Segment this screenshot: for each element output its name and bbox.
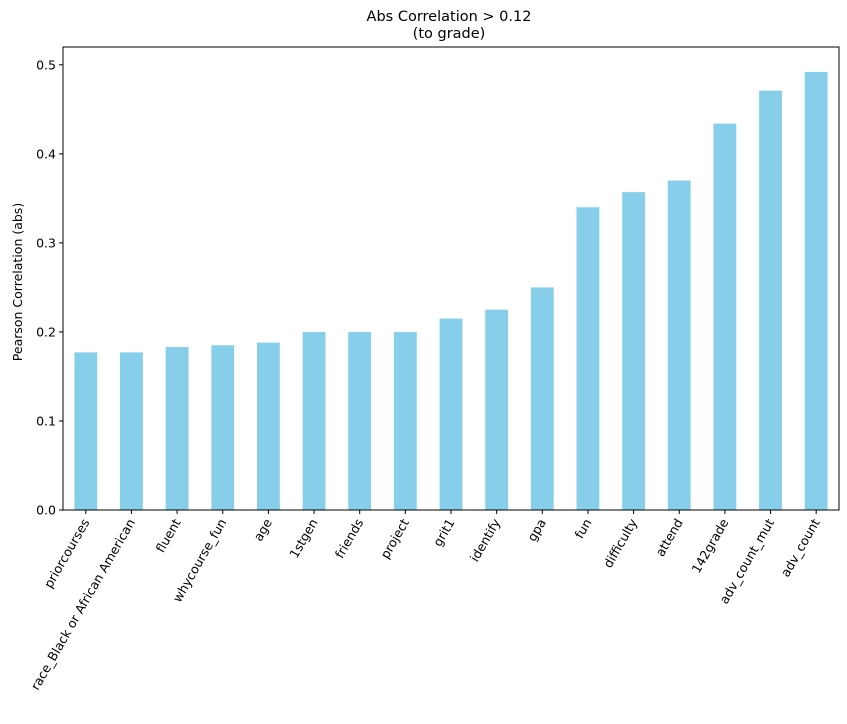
x-tick-label: project xyxy=(377,516,412,561)
bar-identify xyxy=(485,309,509,510)
bar-priorcourses xyxy=(74,352,98,510)
x-tick-label: fluent xyxy=(153,516,184,555)
y-tick-label: 0.5 xyxy=(36,57,56,72)
x-tick-label: friends xyxy=(332,516,367,561)
x-tick-label: gpa xyxy=(524,516,549,544)
y-ticks-group: 0.0 0.1 0.2 0.3 0.4 0.5 xyxy=(36,57,63,518)
bar-grit1 xyxy=(439,318,463,510)
y-tick-label: 0.2 xyxy=(36,324,56,339)
bar-adv-count-mut xyxy=(759,90,782,510)
bar-friends xyxy=(348,331,372,510)
bar-age xyxy=(257,342,280,510)
bar-fun xyxy=(576,207,600,510)
bar-project xyxy=(393,331,417,510)
x-tick-label: 1stgen xyxy=(286,516,320,561)
x-tick-label: age xyxy=(250,516,275,544)
chart-subtitle: (to grade) xyxy=(413,26,486,42)
x-tick-label: difficulty xyxy=(600,515,640,570)
x-tick-label: adv_count xyxy=(778,516,823,579)
bar-difficulty xyxy=(622,192,645,510)
y-tick-label: 0.0 xyxy=(36,503,56,518)
x-tick-label: identify xyxy=(467,515,504,564)
bar-race-black-or-african-american xyxy=(120,352,143,510)
chart-title: Abs Correlation > 0.12 xyxy=(367,9,532,25)
plot-frame xyxy=(62,46,840,511)
bar-gpa xyxy=(530,287,554,510)
bar-whycourse-fun xyxy=(211,345,235,510)
x-tick-label: 142grade xyxy=(688,516,731,576)
x-tick-label: priorcourses xyxy=(41,516,93,590)
y-axis-label: Pearson Correlation (abs) xyxy=(10,203,25,361)
bar-attend xyxy=(667,180,691,511)
x-tick-label: race_Black or African American xyxy=(27,516,138,693)
x-tick-label: attend xyxy=(652,516,685,559)
bar-adv-count xyxy=(804,71,828,510)
y-tick-label: 0.1 xyxy=(36,413,56,428)
x-tick-label: grit1 xyxy=(430,516,458,549)
bar-fluent xyxy=(165,347,189,510)
y-tick-label: 0.4 xyxy=(36,146,56,161)
y-tick-label: 0.3 xyxy=(36,235,56,250)
bar-142grade xyxy=(713,123,737,511)
bar-1stgen xyxy=(302,331,326,510)
x-tick-label: fun xyxy=(571,516,594,541)
bars-group xyxy=(74,71,828,511)
